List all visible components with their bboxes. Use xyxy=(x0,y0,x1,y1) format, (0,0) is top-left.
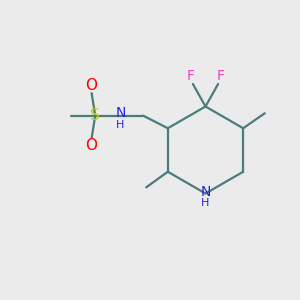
Text: O: O xyxy=(85,138,97,153)
Text: F: F xyxy=(187,70,194,83)
Text: H: H xyxy=(201,198,210,208)
Text: N: N xyxy=(115,106,126,120)
Text: N: N xyxy=(200,185,211,199)
Text: H: H xyxy=(116,120,124,130)
Text: O: O xyxy=(85,78,97,93)
Text: S: S xyxy=(90,108,100,123)
Text: F: F xyxy=(217,70,224,83)
